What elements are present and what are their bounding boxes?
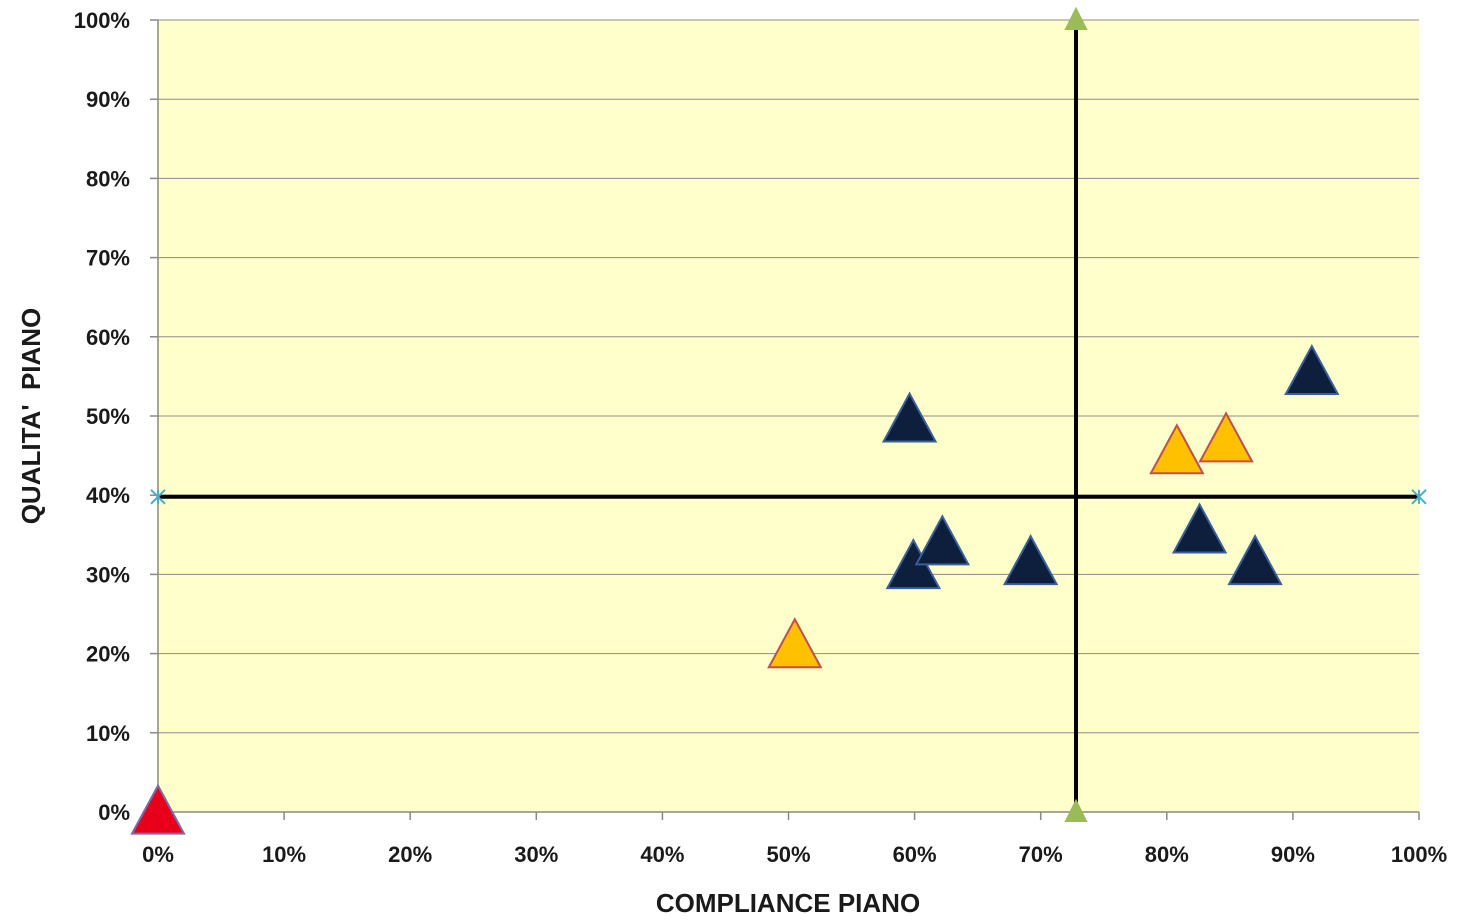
reference-lines (150, 6, 1427, 822)
y-tick-label: 20% (86, 642, 130, 667)
data-point (1284, 343, 1340, 396)
data-point (767, 617, 823, 669)
y-tick-label: 0% (98, 800, 130, 825)
data-point (914, 514, 971, 566)
y-tick-label: 100% (74, 8, 130, 33)
y-axis-title: QUALITA' PIANO (16, 308, 46, 525)
x-tick-label: 40% (640, 842, 684, 867)
y-tick-label: 70% (86, 246, 130, 271)
x-tick-label: 30% (514, 842, 558, 867)
y-tick-label: 40% (86, 483, 130, 508)
x-tick-labels: 0% 10% 20% 30% 40% 50% 60% 70% 80% 90% 100% (142, 842, 1447, 867)
x-tick-label: 80% (1145, 842, 1189, 867)
x-tick-label: 90% (1271, 842, 1315, 867)
data-point (1149, 423, 1205, 475)
x-tick-label: 10% (262, 842, 306, 867)
y-tick-label: 60% (86, 325, 130, 350)
data-point (130, 783, 186, 835)
x-tick-label: 100% (1391, 842, 1447, 867)
data-point (881, 391, 938, 443)
x-tick-label: 20% (388, 842, 432, 867)
data-point (1002, 534, 1059, 586)
y-tick-label: 90% (86, 87, 130, 112)
x-tick-label: 70% (1019, 842, 1063, 867)
x-tick-label: 0% (142, 842, 174, 867)
reference-line-endpoint (150, 489, 166, 505)
data-point (1198, 411, 1254, 463)
y-tick-label: 30% (86, 562, 130, 587)
reference-line-endpoint (1064, 6, 1088, 30)
data-point (1171, 502, 1228, 554)
y-tick-label: 80% (86, 166, 130, 191)
reference-line-endpoint (1064, 798, 1088, 822)
data-point (1227, 534, 1283, 586)
y-tick-label: 10% (86, 721, 130, 746)
x-tick-label: 60% (893, 842, 937, 867)
x-tick-label: 50% (766, 842, 810, 867)
x-axis-title: COMPLIANCE PIANO (656, 888, 920, 918)
reference-line-endpoint (1411, 489, 1427, 505)
y-tick-labels: 0% 10% 20% 30% 40% 50% 60% 70% 80% 90% 100% (74, 8, 130, 825)
data-points (130, 343, 1340, 835)
y-tick-label: 50% (86, 404, 130, 429)
